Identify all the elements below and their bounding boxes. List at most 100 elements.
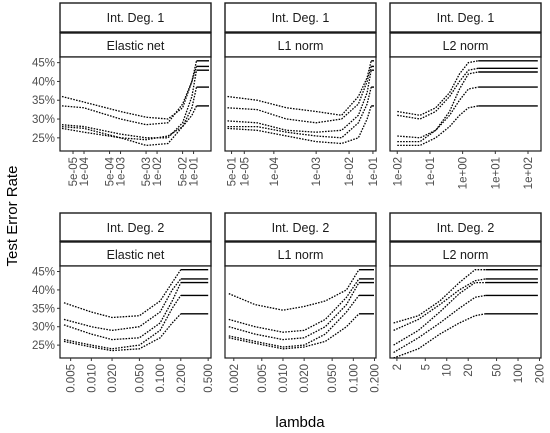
x-tick-label: 50 (492, 364, 504, 377)
x-tick-label: 0.005 (257, 364, 269, 393)
y-tick-label: 30% (32, 322, 55, 334)
y-tick-label: 30% (32, 114, 55, 126)
x-tick-label: 0.100 (348, 364, 360, 393)
panel-1-2: 5e-01 1e-05 1e-04 1e-03 1e-02 1e-01 (224, 56, 380, 186)
x-tick-label: 1e-04 (269, 156, 281, 186)
y-tick-label: 25% (32, 133, 55, 145)
y-axis-title: Test Error Rate (4, 166, 21, 267)
series-line-5 (63, 313, 182, 352)
series-line-2 (393, 278, 486, 331)
strip-row1-col2: Int. Deg. 1 (272, 11, 330, 25)
strip-col2-top: L1 norm (278, 39, 324, 53)
x-tick-label: 1e-03 (116, 157, 128, 186)
y-tick-label: 40% (32, 285, 55, 297)
series-line-2 (63, 278, 182, 332)
series-line-5 (61, 105, 198, 141)
series-line-5 (397, 105, 479, 147)
y-tick-label: 40% (32, 76, 55, 88)
series-line-1 (227, 60, 372, 116)
x-tick-label: 1e+00 (458, 157, 470, 189)
x-tick-label: 20 (463, 364, 475, 377)
x-tick-label: 5e-03 (141, 157, 153, 186)
series-line-5 (227, 105, 372, 145)
strip-col1-top: Elastic net (107, 39, 165, 53)
x-tick-label: 1e-01 (425, 157, 437, 186)
x-tick-label: 10 (442, 364, 454, 377)
x-tick-label: 1e+02 (523, 157, 535, 189)
x-tick-label: 100 (513, 364, 525, 383)
panel-frame (389, 265, 542, 359)
series-line-3 (63, 282, 182, 341)
x-tick-label: 5e-02 (178, 157, 190, 186)
x-tick-label: 1e-04 (79, 156, 91, 186)
strip-col3-bottom: L2 norm (443, 248, 489, 262)
strip-col-row1: Elastic net L1 norm L2 norm (59, 32, 542, 58)
strip-col-row2: Elastic net L1 norm L2 norm (59, 241, 542, 267)
x-tick-label: 0.005 (66, 364, 78, 393)
panels: 5e-05 1e-04 5e-04 1e-03 5e-03 1e-02 5e-02 1e-01… (32, 56, 547, 393)
x-tick-label: 1e-05 (239, 157, 251, 186)
series-line-4 (61, 86, 198, 147)
x-tick-label: 0.020 (299, 364, 311, 393)
series-line-3 (393, 281, 486, 346)
x-tick-label: 5e-01 (227, 157, 239, 186)
y-tick-label: 25% (32, 340, 55, 352)
panel-2-1: 0.005 0.010 0.020 0.050 0.100 0.200 0.500 25% 30… (32, 265, 215, 393)
x-axis-title: lambda (275, 414, 325, 431)
panel-2-2: 0.002 0.005 0.010 0.020 0.050 0.100 0.200 (224, 265, 382, 393)
x-tick-label: 5e-04 (105, 156, 117, 186)
series-line-1 (393, 269, 486, 324)
strip-row1-col1: Int. Deg. 1 (107, 11, 165, 25)
x-tick-label: 5 (420, 364, 432, 370)
panel-frame (59, 265, 212, 359)
series-line-2 (228, 278, 360, 333)
x-tick-label: 1e-03 (311, 157, 323, 186)
strip-col1-bottom: Elastic net (107, 248, 165, 262)
panel-1-3: 1e-02 1e-01 1e+00 1e+01 1e+02 (389, 56, 542, 189)
series-line-2 (397, 67, 479, 120)
strip-row1-col3: Int. Deg. 1 (437, 11, 495, 25)
x-tick-label: 1e-02 (344, 157, 356, 186)
strip-row2-col2: Int. Deg. 2 (272, 221, 330, 235)
series-line-1 (397, 60, 479, 116)
series-line-3 (397, 71, 479, 139)
series-line-3 (228, 282, 360, 341)
x-tick-label: 200 (535, 364, 547, 383)
series-line-4 (63, 295, 182, 350)
series-line-5 (228, 313, 360, 350)
x-tick-label: 1e-02 (392, 157, 404, 186)
strip-row1: Int. Deg. 1 Int. Deg. 1 Int. Deg. 1 (59, 2, 542, 33)
y-tick-label: 45% (32, 267, 55, 279)
x-tick-label: 1e-01 (368, 157, 380, 186)
x-tick-label: 0.050 (327, 364, 339, 393)
x-tick-label: 1e-01 (189, 157, 201, 186)
x-tick-label: 5e-05 (68, 157, 80, 186)
x-tick-label: 0.010 (86, 364, 98, 393)
x-tick-label: 1e+01 (490, 157, 502, 189)
panel-1-1: 5e-05 1e-04 5e-04 1e-03 5e-03 1e-02 5e-02 1e-01… (32, 56, 212, 186)
x-tick-label: 0.010 (278, 364, 290, 393)
panel-frame (224, 265, 377, 359)
series-line-1 (63, 269, 182, 319)
y-tick-label: 35% (32, 303, 55, 315)
x-tick-label: 0.100 (155, 364, 167, 393)
strip-col2-bottom: L1 norm (278, 248, 324, 262)
panel-frame (59, 56, 212, 152)
strip-row2: Int. Deg. 2 Int. Deg. 2 Int. Deg. 2 (59, 212, 542, 242)
series-line-4 (228, 295, 360, 348)
strip-col3-top: L2 norm (443, 39, 489, 53)
x-tick-label: 0.002 (229, 364, 241, 393)
strip-row2-col3: Int. Deg. 2 (437, 221, 495, 235)
series-line-5 (393, 313, 486, 359)
strip-row2-col1: Int. Deg. 2 (107, 221, 165, 235)
x-tick-label: 2 (392, 364, 404, 370)
series-line-4 (393, 294, 486, 354)
x-tick-label: 0.050 (134, 364, 146, 393)
panel-frame (224, 56, 377, 152)
x-tick-label: 0.020 (107, 364, 119, 393)
y-tick-label: 45% (32, 58, 55, 70)
x-tick-label: 1e-02 (152, 157, 164, 186)
series-line-1 (228, 269, 360, 311)
series-line-3 (227, 70, 372, 133)
